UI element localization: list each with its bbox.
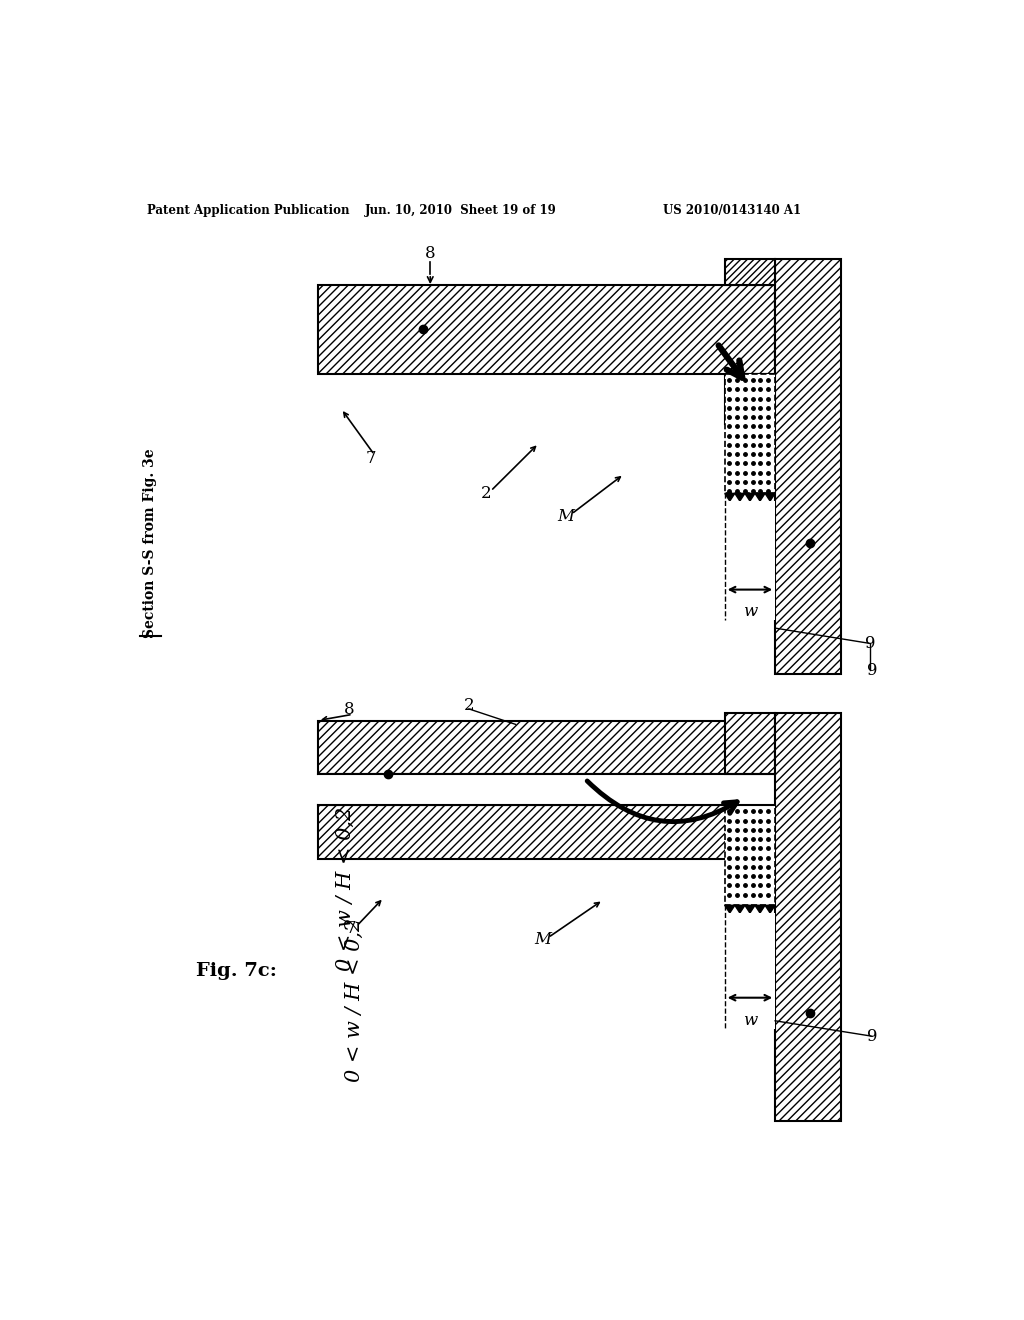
Text: 7: 7 [346,920,356,937]
Text: M: M [557,508,574,525]
Text: 9: 9 [866,661,878,678]
Text: 9: 9 [866,1028,878,1044]
Polygon shape [725,713,775,775]
Text: 9: 9 [865,635,876,652]
Polygon shape [765,494,775,502]
Polygon shape [725,374,775,494]
Text: M: M [535,932,551,949]
Polygon shape [317,721,775,775]
Polygon shape [765,906,775,913]
Text: 2: 2 [464,697,474,714]
Polygon shape [725,259,775,285]
Polygon shape [725,494,735,502]
Text: 0 < w / H < 0,2: 0 < w / H < 0,2 [345,919,364,1082]
Polygon shape [317,285,775,374]
Polygon shape [755,906,765,913]
Polygon shape [744,494,755,502]
Text: US 2010/0143140 A1: US 2010/0143140 A1 [664,205,802,218]
Polygon shape [725,906,735,913]
Polygon shape [775,259,841,675]
Text: 8: 8 [425,246,435,263]
Text: 7: 7 [366,450,376,467]
Text: Patent Application Publication: Patent Application Publication [146,205,349,218]
Polygon shape [317,775,775,805]
Text: Fig. 7c:: Fig. 7c: [197,962,278,979]
Polygon shape [317,805,775,859]
Polygon shape [725,502,775,620]
Text: Jun. 10, 2010  Sheet 19 of 19: Jun. 10, 2010 Sheet 19 of 19 [366,205,557,218]
Polygon shape [735,494,744,502]
Polygon shape [735,906,744,913]
Text: 8: 8 [344,701,354,718]
Text: w: w [742,603,757,620]
Polygon shape [775,713,841,1121]
Text: 2: 2 [480,484,492,502]
Polygon shape [744,906,755,913]
Polygon shape [755,494,765,502]
Polygon shape [725,913,775,1028]
Polygon shape [725,374,775,424]
Polygon shape [725,805,775,906]
Text: w: w [742,1011,757,1028]
Text: 0 < w / H < 0,2: 0 < w / H < 0,2 [336,807,354,970]
Text: Section S-S from Fig. 3e: Section S-S from Fig. 3e [142,449,157,638]
